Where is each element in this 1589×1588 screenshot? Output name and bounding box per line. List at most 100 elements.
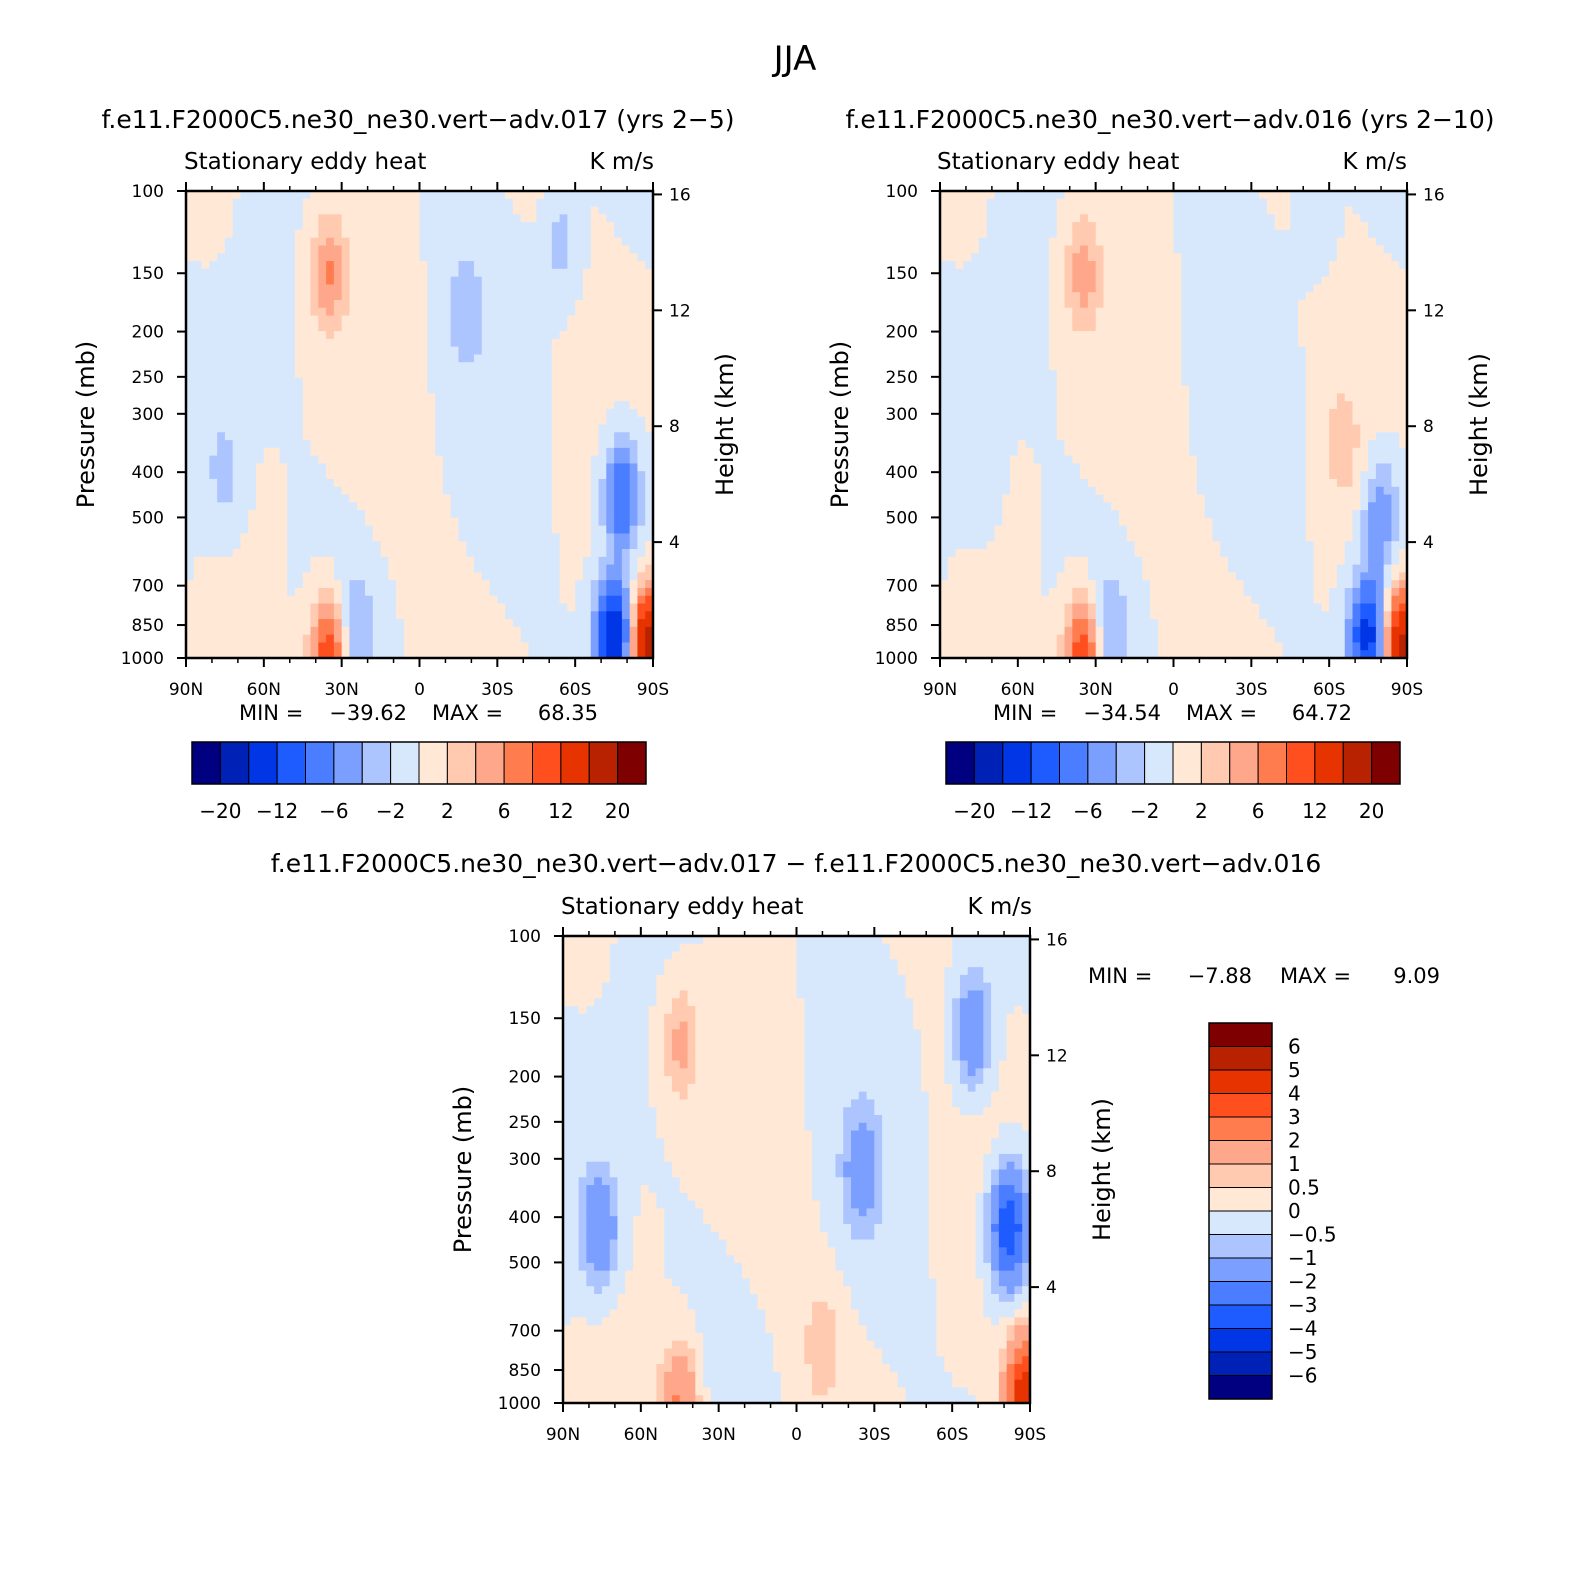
contour-cell: [396, 299, 405, 309]
contour-cell: [388, 377, 397, 387]
contour-cell: [256, 307, 265, 317]
contour-cell: [497, 447, 506, 457]
contour-cell: [1095, 323, 1105, 332]
contour-cell: [279, 595, 288, 605]
contour-cell: [193, 556, 203, 566]
contour-cell: [614, 292, 623, 301]
contour-cell: [201, 401, 210, 410]
contour-cell: [536, 549, 545, 558]
contour-cell: [209, 284, 218, 293]
contour-cell: [512, 611, 522, 620]
contour-cell: [201, 222, 210, 231]
contour-cell: [1344, 331, 1354, 340]
contour-cell: [427, 214, 436, 223]
contour-cell: [294, 564, 304, 573]
contour-cell: [209, 198, 218, 208]
contour-cell: [372, 455, 382, 465]
contour-cell: [201, 432, 210, 441]
contour-cell: [294, 315, 304, 324]
contour-cell: [209, 478, 218, 488]
contour-cell: [224, 432, 234, 441]
contour-cell: [512, 245, 522, 254]
contour-cell: [294, 556, 304, 566]
contour-cell: [1173, 307, 1182, 317]
contour-cell: [637, 299, 646, 309]
contour-cell: [590, 611, 600, 620]
contour-cell: [963, 237, 972, 247]
contour-cell: [450, 191, 460, 200]
contour-cell: [1344, 191, 1354, 200]
contour-cell: [232, 276, 242, 285]
contour-cell: [396, 634, 405, 644]
contour-cell: [1336, 284, 1346, 293]
contour-cell: [940, 315, 949, 324]
contour-cell: [372, 191, 382, 200]
contour-cell: [606, 206, 615, 215]
contour-cell: [380, 634, 389, 644]
contour-cell: [497, 198, 506, 208]
contour-cell: [403, 510, 413, 519]
contour-cell: [341, 408, 351, 418]
contour-cell: [310, 222, 319, 231]
contour-cell: [442, 619, 452, 628]
contour-cell: [559, 642, 568, 651]
contour-cell: [994, 292, 1003, 301]
contour-cell: [318, 549, 327, 558]
contour-cell: [629, 463, 639, 472]
contour-cell: [1150, 245, 1159, 254]
contour-cell: [248, 619, 257, 628]
contour-cell: [505, 261, 514, 270]
contour-cell: [528, 191, 537, 200]
contour-cell: [1259, 222, 1268, 231]
contour-cell: [1344, 253, 1354, 262]
contour-cell: [590, 315, 600, 324]
contour-cell: [1313, 222, 1322, 231]
contour-cell: [629, 299, 639, 309]
contour-cell: [380, 292, 389, 301]
contour-cell: [551, 510, 561, 519]
contour-cell: [318, 455, 327, 465]
contour-cell: [1010, 206, 1019, 215]
contour-cell: [450, 486, 460, 496]
contour-cell: [528, 377, 537, 387]
contour-cell: [403, 362, 413, 371]
contour-cell: [294, 370, 304, 379]
contour-cell: [419, 603, 428, 612]
contour-cell: [645, 510, 654, 519]
contour-cell: [310, 525, 319, 535]
contour-cell: [1157, 206, 1167, 215]
contour-cell: [403, 346, 413, 356]
contour-cell: [279, 556, 288, 566]
contour-cell: [1041, 191, 1050, 200]
contour-cell: [1025, 229, 1034, 239]
contour-cell: [333, 549, 343, 558]
contour-cell: [318, 354, 327, 363]
contour-cell: [606, 214, 615, 223]
contour-cell: [1321, 198, 1330, 208]
contour-cell: [1204, 253, 1214, 262]
contour-cell: [186, 541, 195, 550]
contour-cell: [232, 611, 242, 620]
contour-cell: [940, 292, 949, 301]
contour-cell: [1111, 237, 1120, 247]
contour-cell: [427, 401, 436, 410]
contour-cell: [606, 603, 615, 612]
contour-cell: [986, 276, 996, 285]
contour-cell: [388, 268, 397, 278]
contour-cell: [637, 362, 646, 371]
contour-cell: [372, 611, 382, 620]
contour-cell: [621, 229, 631, 239]
contour-cell: [1220, 261, 1229, 270]
contour-cell: [1336, 292, 1346, 301]
contour-cell: [256, 619, 265, 628]
contour-cell: [458, 253, 467, 262]
contour-cell: [1033, 299, 1042, 309]
contour-cell: [947, 261, 957, 270]
contour-cell: [372, 564, 382, 573]
contour-cell: [512, 432, 522, 441]
contour-cell: [294, 549, 304, 558]
contour-cell: [466, 440, 475, 449]
contour-cell: [1173, 191, 1182, 200]
contour-cell: [505, 650, 514, 659]
contour-cell: [232, 377, 242, 387]
